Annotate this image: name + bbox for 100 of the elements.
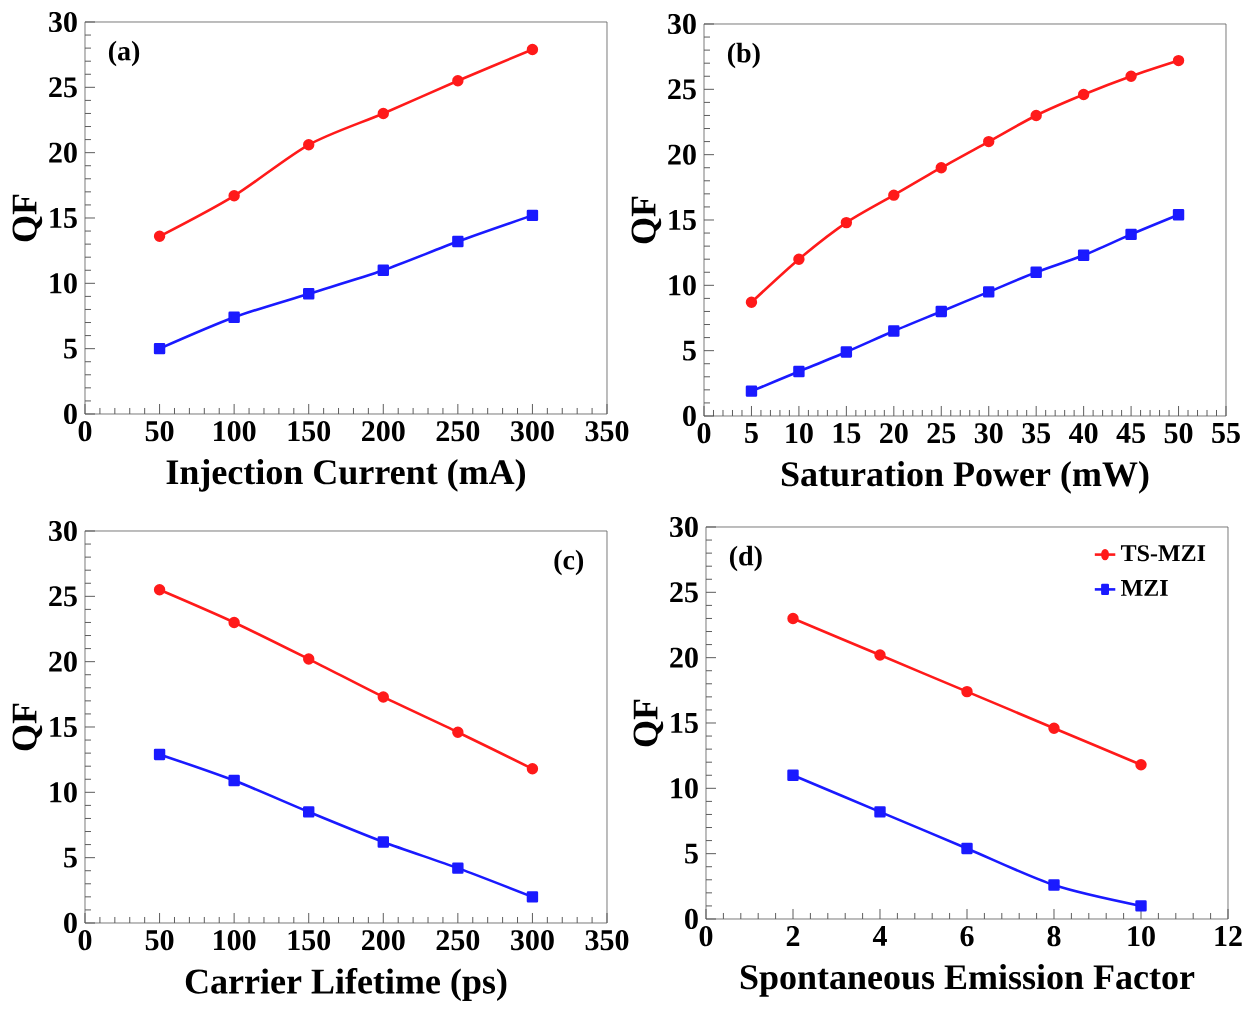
x-tick-label: 8 [1047, 926, 1061, 947]
point [377, 836, 389, 848]
point [228, 190, 240, 202]
point [228, 311, 240, 323]
x-tick-label: 150 [288, 930, 331, 951]
x-tick-label: 200 [362, 930, 405, 951]
y-tick-label: 20 [49, 142, 77, 163]
annotation: (a) [108, 40, 140, 67]
point [840, 346, 853, 358]
point [888, 189, 900, 201]
x-tick-label: 50 [145, 930, 174, 951]
x-tick-label: 350 [585, 421, 629, 442]
point [961, 685, 973, 698]
y-tick-label: 5 [683, 340, 696, 361]
y-tick-label: 20 [49, 651, 77, 672]
y-tick-label: 5 [64, 338, 77, 359]
x-axis-title: Carrier Lifetime (ps) [185, 968, 507, 1002]
x-tick-label: 300 [511, 930, 554, 951]
point [1125, 228, 1137, 241]
x-tick-label: 10 [786, 423, 813, 444]
y-tick-label: 0 [685, 908, 698, 930]
point [1125, 70, 1137, 82]
point [303, 139, 315, 151]
point [935, 162, 947, 174]
x-tick-label: 250 [436, 421, 480, 442]
y-tick-label: 25 [49, 77, 77, 98]
y-axis-title: QF [12, 194, 43, 242]
point [526, 891, 539, 903]
y-tick-label: 30 [668, 13, 696, 35]
x-tick-label: 6 [960, 926, 974, 947]
x-tick-label: 45 [1116, 423, 1145, 444]
y-tick-label: 30 [49, 520, 77, 542]
x-tick-label: 55 [1212, 423, 1240, 443]
x-tick-label: 350 [585, 930, 629, 951]
point [840, 216, 853, 229]
point [1172, 54, 1185, 67]
y-tick-label: 20 [670, 647, 698, 668]
point [1048, 722, 1060, 734]
x-tick-label: 40 [1069, 423, 1098, 444]
point [1077, 249, 1090, 261]
point [153, 584, 166, 596]
point [377, 691, 389, 703]
x-tick-label: 150 [288, 421, 331, 442]
point [787, 769, 799, 781]
point [935, 305, 947, 318]
y-tick-label: 25 [668, 79, 696, 100]
point [452, 235, 464, 248]
x-tick-label: 2 [786, 926, 800, 946]
x-axis-title: Saturation Power (mW) [781, 461, 1149, 494]
y-tick-label: 10 [671, 778, 698, 799]
point [452, 726, 464, 738]
y-tick-label: 15 [669, 209, 696, 231]
x-tick-label: 300 [511, 421, 554, 442]
point [888, 325, 900, 337]
point [228, 774, 240, 787]
y-tick-label: 0 [683, 405, 696, 427]
point [983, 286, 995, 298]
point [452, 862, 464, 874]
x-tick-label: 35 [1022, 423, 1051, 444]
x-tick-label: 25 [927, 423, 956, 444]
x-tick-label: 50 [145, 421, 174, 442]
point [526, 763, 539, 775]
annotation: (b) [727, 42, 760, 69]
y-tick-label: 5 [64, 847, 77, 868]
y-tick-label: 15 [50, 716, 77, 738]
x-tick-label: 4 [872, 926, 887, 946]
point [793, 253, 805, 265]
x-tick-label: 0 [699, 926, 713, 947]
point [303, 806, 315, 818]
y-tick-label: 20 [668, 144, 696, 165]
x-tick-label: 5 [745, 423, 758, 443]
point [1077, 88, 1090, 101]
point [874, 649, 886, 661]
y-axis-title: QF [631, 196, 662, 244]
legend-label: MZI [1121, 580, 1168, 596]
x-tick-label: 100 [214, 421, 256, 442]
x-axis-title: Injection Current (mA) [166, 459, 526, 492]
y-tick-label: 25 [49, 586, 77, 607]
y-tick-label: 10 [669, 275, 696, 296]
point [377, 107, 389, 120]
point [153, 230, 166, 242]
point [1135, 900, 1147, 912]
point [377, 264, 389, 276]
y-tick-label: 10 [50, 782, 77, 803]
annotation: (d) [729, 545, 762, 572]
point [983, 135, 995, 148]
x-tick-label: 20 [880, 423, 908, 444]
x-tick-label: 250 [436, 930, 480, 951]
point [303, 288, 315, 300]
point [745, 385, 758, 397]
y-tick-label: 10 [50, 273, 77, 294]
point [787, 612, 799, 625]
x-tick-label: 0 [78, 930, 92, 951]
y-tick-label: 15 [50, 207, 77, 229]
x-tick-label: 10 [1128, 926, 1155, 947]
x-tick-label: 100 [214, 930, 256, 951]
point [526, 209, 539, 222]
point [228, 616, 240, 629]
x-axis-title: Spontaneous Emission Factor [740, 964, 1195, 997]
point [745, 296, 758, 309]
